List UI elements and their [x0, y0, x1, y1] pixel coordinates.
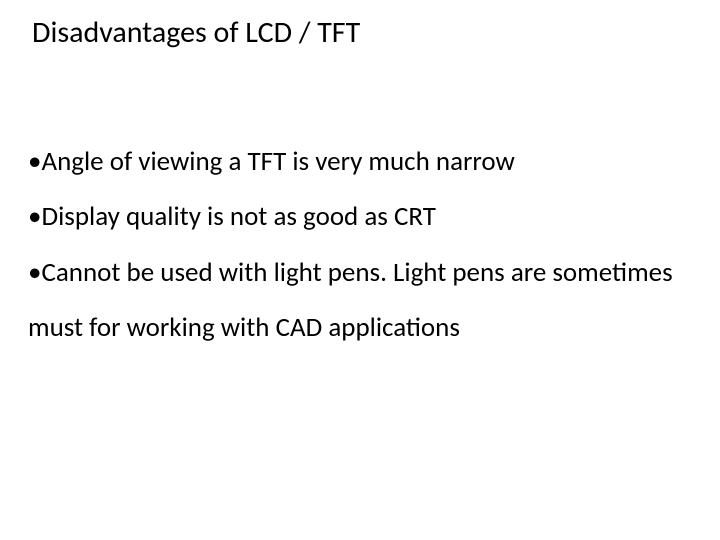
bullet-item: •Cannot be used with light pens. Light p… — [28, 245, 680, 356]
slide-title: Disadvantages of LCD / TFT — [32, 14, 360, 51]
bullet-text: Cannot be used with light pens. Light pe… — [28, 256, 673, 344]
bullet-icon: • — [28, 245, 41, 300]
bullet-item: •Angle of viewing a TFT is very much nar… — [28, 134, 680, 189]
bullet-item: •Display quality is not as good as CRT — [28, 189, 680, 244]
bullet-text: Angle of viewing a TFT is very much narr… — [41, 145, 514, 178]
bullet-icon: • — [28, 134, 41, 189]
bullet-text: Display quality is not as good as CRT — [41, 200, 435, 233]
slide: Disadvantages of LCD / TFT •Angle of vie… — [0, 0, 720, 540]
slide-body: •Angle of viewing a TFT is very much nar… — [28, 134, 680, 355]
bullet-icon: • — [28, 189, 41, 244]
